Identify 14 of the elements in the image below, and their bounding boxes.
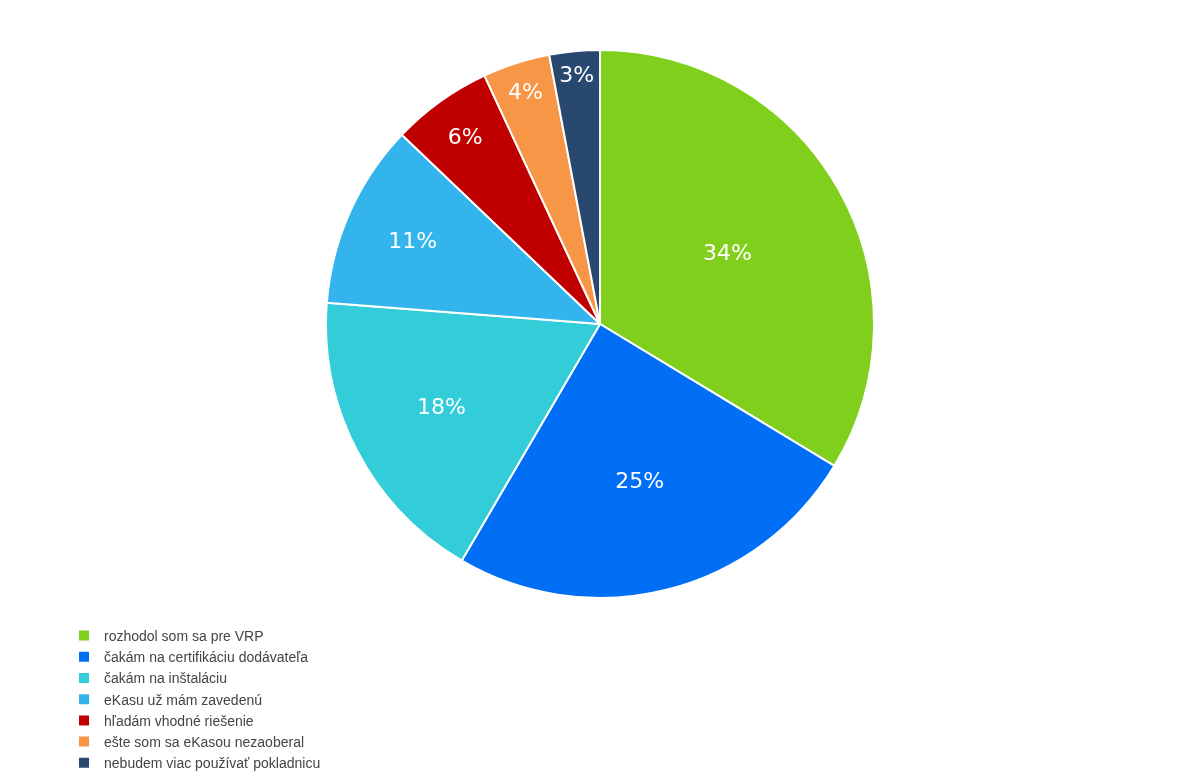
- legend-label: ešte som sa eKasou nezaoberal: [104, 734, 305, 751]
- legend-label: čakám na inštaláciu: [104, 670, 227, 687]
- legend-label: eKasu už mám zavedenú: [104, 691, 262, 708]
- data-label: 3%: [559, 61, 595, 87]
- data-label: 25%: [615, 467, 665, 493]
- data-label: 4%: [507, 79, 543, 105]
- legend-label: hľadám vhodné riešenie: [104, 712, 254, 729]
- data-label: 6%: [447, 123, 483, 149]
- legend-label: nebudem viac používať pokladnicu: [104, 755, 321, 772]
- legend-label: čakám na certifikáciu dodávateľa: [104, 649, 309, 666]
- data-label: 34%: [703, 239, 753, 265]
- data-label: 11%: [388, 227, 438, 253]
- data-label: 18%: [416, 394, 466, 420]
- legend-label: rozhodol som sa pre VRP: [104, 628, 264, 645]
